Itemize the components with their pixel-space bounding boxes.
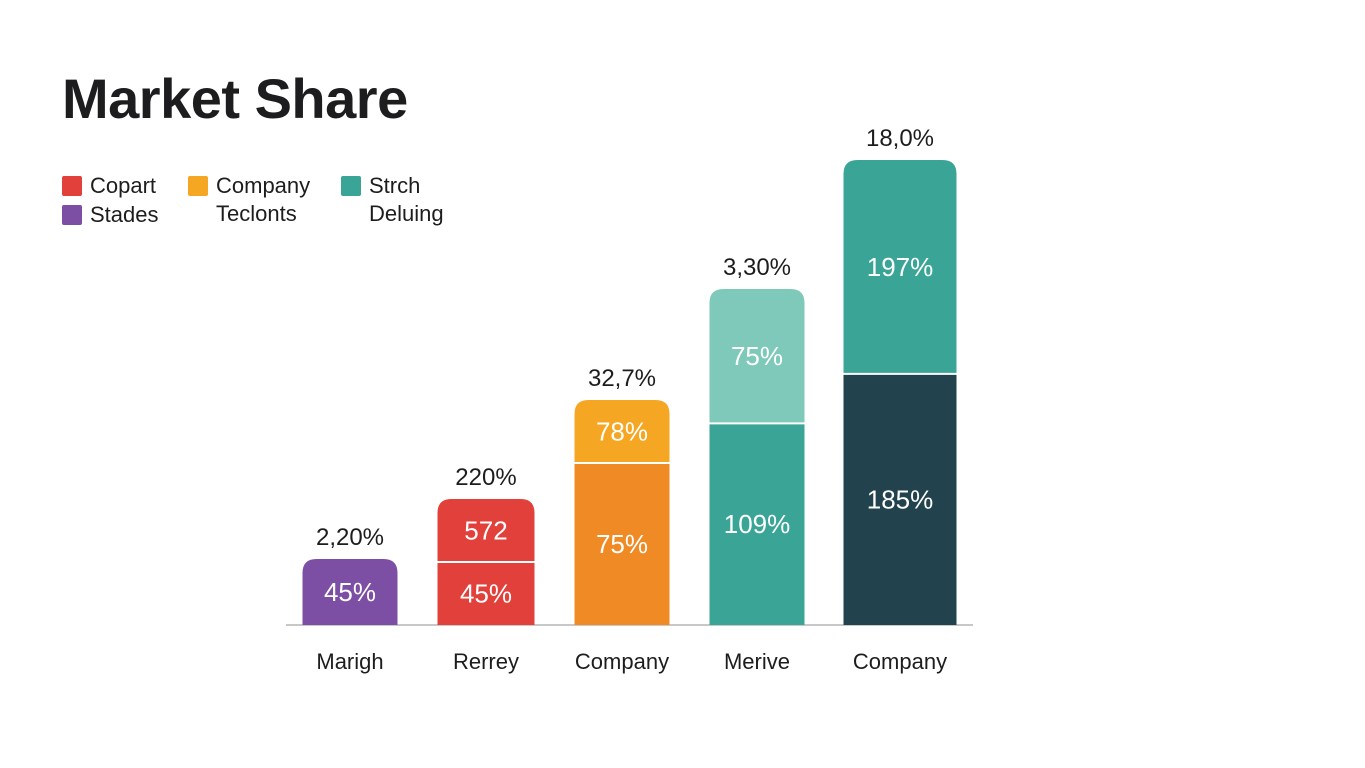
bar-2-total-label: 220% [455, 464, 516, 491]
x-tick-label-4: Merive [724, 649, 790, 674]
bar-2-segment-2-label: 572 [464, 516, 507, 546]
bar-2 [437, 499, 535, 625]
bar-1-segment-1-label: 45% [324, 577, 376, 607]
bar-2-segment-2 [437, 499, 535, 562]
bar-3-total-label: 32,7% [588, 365, 656, 392]
chart-title: Market Share [62, 67, 408, 130]
x-tick-label-3: Company [575, 649, 669, 674]
bar-4-segment-1-label: 109% [724, 509, 791, 539]
legend-label-stades: Stades [90, 202, 159, 227]
x-tick-label-2: Rerrey [453, 649, 519, 674]
bar-3-segment-1-label: 75% [596, 529, 648, 559]
legend-swatch-strch-deluing [341, 176, 361, 196]
bar-5 [843, 160, 957, 625]
legend-swatch-company-teclonts [188, 176, 208, 196]
bars-group: 45% 2,20% Marigh 45% 572 220% Rerrey 75% 78% 32,7… [302, 125, 957, 674]
bar-5-segment-1 [843, 373, 957, 625]
bar-3-segment-1 [574, 463, 670, 625]
legend-label-strch-deluing: Strch Deluing [369, 173, 444, 226]
bar-1 [302, 559, 398, 625]
legend-label-company-teclonts: Company Teclonts [216, 173, 311, 226]
legend-swatch-copart [62, 176, 82, 196]
bar-3-segment-2 [574, 400, 670, 463]
bar-4-total-label: 3,30% [723, 254, 791, 281]
bar-1-segment-1 [302, 559, 398, 625]
bar-4-segment-2 [709, 289, 805, 424]
bar-2-segment-1 [437, 562, 535, 625]
bar-5-total-label: 18,0% [866, 125, 934, 152]
bar-3-segment-2-label: 78% [596, 417, 648, 447]
bar-2-segment-1-label: 45% [460, 579, 512, 609]
bar-4 [709, 289, 805, 625]
bar-5-segment-2-label: 197% [867, 252, 934, 282]
bar-3 [574, 400, 670, 625]
x-tick-label-1: Marigh [316, 649, 383, 674]
legend-item-stades: Stades [62, 201, 159, 229]
legend-swatch-stades [62, 205, 82, 225]
bar-5-segment-1-label: 185% [867, 484, 934, 514]
legend-item-company-teclonts: Company Teclonts [188, 172, 328, 228]
x-tick-label-5: Company [853, 649, 947, 674]
bar-4-segment-1 [709, 423, 805, 625]
legend-label-copart: Copart [90, 173, 157, 198]
bar-4-segment-2-label: 75% [731, 341, 783, 371]
bar-5-segment-2 [843, 160, 957, 374]
legend-item-strch-deluing: Strch Deluing [341, 172, 461, 228]
bar-1-total-label: 2,20% [316, 524, 384, 551]
legend-item-copart: Copart [62, 172, 156, 200]
